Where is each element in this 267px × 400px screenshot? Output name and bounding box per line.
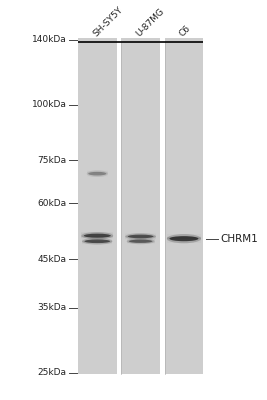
Text: U-87MG: U-87MG [134,6,166,38]
Bar [78,38,117,374]
Ellipse shape [167,234,201,243]
Text: 100kDa: 100kDa [32,100,67,109]
Text: 60kDa: 60kDa [37,199,67,208]
Text: SH-SY5Y: SH-SY5Y [91,5,124,38]
Ellipse shape [128,235,154,238]
Text: CHRM1: CHRM1 [221,234,259,244]
Ellipse shape [84,240,110,243]
Ellipse shape [82,238,112,244]
Text: 35kDa: 35kDa [37,303,67,312]
Ellipse shape [81,232,113,240]
Ellipse shape [127,238,155,244]
Ellipse shape [87,170,108,177]
Ellipse shape [170,236,198,241]
Bar [164,38,203,374]
Text: 75kDa: 75kDa [37,156,67,165]
Text: 140kDa: 140kDa [32,35,67,44]
Text: 45kDa: 45kDa [38,254,67,264]
Ellipse shape [84,234,111,238]
Ellipse shape [129,240,152,243]
Text: 25kDa: 25kDa [38,368,67,377]
Text: C6: C6 [178,23,193,38]
Ellipse shape [88,172,106,176]
Ellipse shape [125,233,156,240]
Bar [121,38,160,374]
